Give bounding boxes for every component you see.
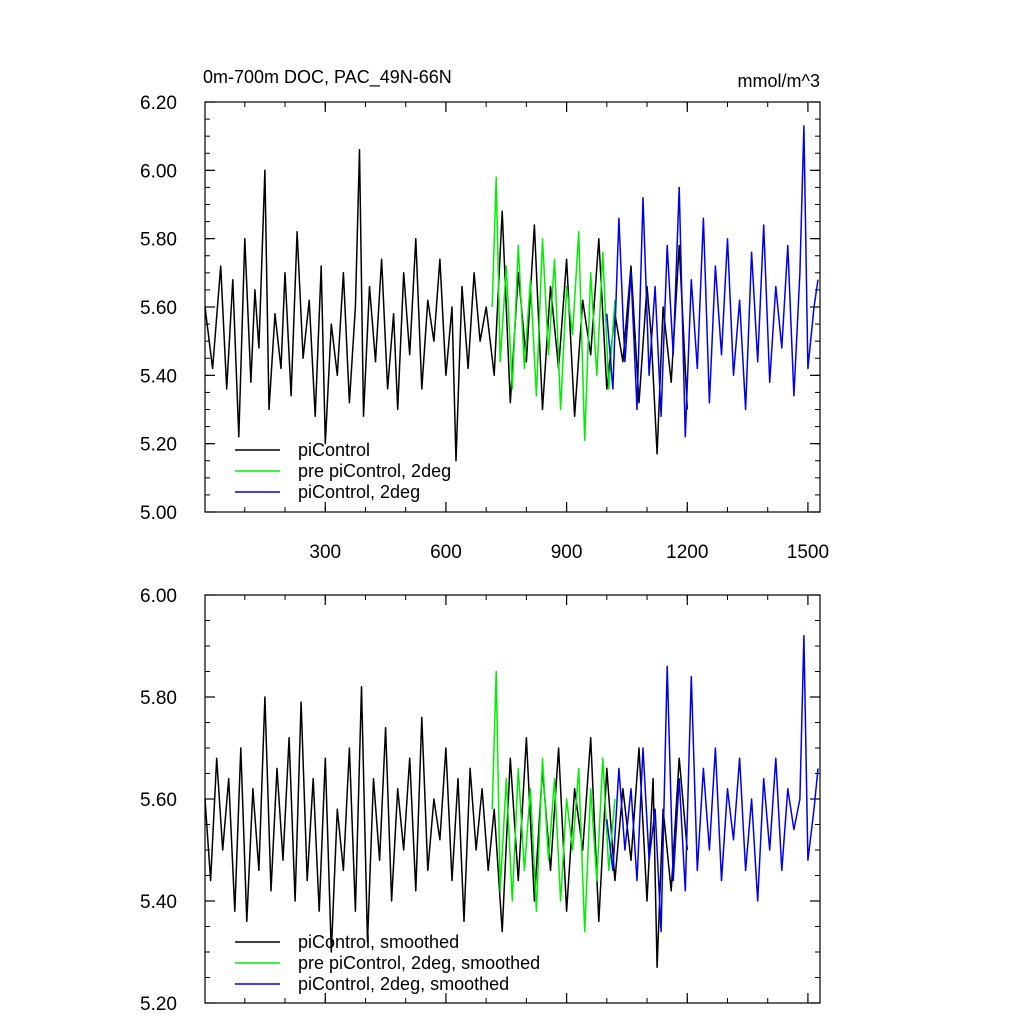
series-line-1 — [491, 670, 616, 933]
chart-title: 0m-700m DOC, PAC_49N-66N — [203, 67, 452, 88]
series-line-0 — [204, 149, 689, 462]
y-tick-label: 5.40 — [140, 892, 177, 913]
y-tick-label: 6.00 — [140, 161, 177, 182]
x-tick-label: 1200 — [666, 542, 708, 563]
top-panel: 5.00 5.20 5.40 5.60 5.80 6.00 6.20 300 600 900 120… — [140, 93, 829, 563]
units-label: mmol/m^3 — [738, 71, 820, 91]
legend-label: pre piControl, 2deg, smoothed — [298, 953, 540, 973]
y-tick-label: 5.20 — [140, 994, 177, 1015]
x-tick-label: 900 — [551, 542, 583, 563]
series-line-0 — [204, 686, 689, 969]
y-tick-label: 5.60 — [140, 790, 177, 811]
x-tick-label: 1500 — [787, 542, 829, 563]
y-tick-label: 5.00 — [140, 503, 177, 524]
y-tick-label: 6.20 — [140, 93, 177, 114]
legend-label: piControl, smoothed — [298, 932, 459, 952]
y-tick-label: 6.00 — [140, 586, 177, 607]
legend-label: piControl — [298, 440, 370, 460]
y-tick-label: 5.40 — [140, 366, 177, 387]
y-tick-label: 5.80 — [140, 688, 177, 709]
series-line-2 — [606, 635, 819, 933]
series-line-1 — [491, 176, 616, 442]
x-tick-label: 300 — [309, 542, 341, 563]
x-tick-label: 600 — [430, 542, 462, 563]
legend-label: piControl, 2deg — [298, 482, 420, 502]
series-line-2 — [606, 125, 819, 438]
legend-label: piControl, 2deg, smoothed — [298, 974, 509, 994]
y-tick-label: 5.80 — [140, 230, 177, 251]
legend-label: pre piControl, 2deg — [298, 461, 451, 481]
y-tick-label: 5.60 — [140, 298, 177, 319]
y-tick-label: 5.20 — [140, 435, 177, 456]
